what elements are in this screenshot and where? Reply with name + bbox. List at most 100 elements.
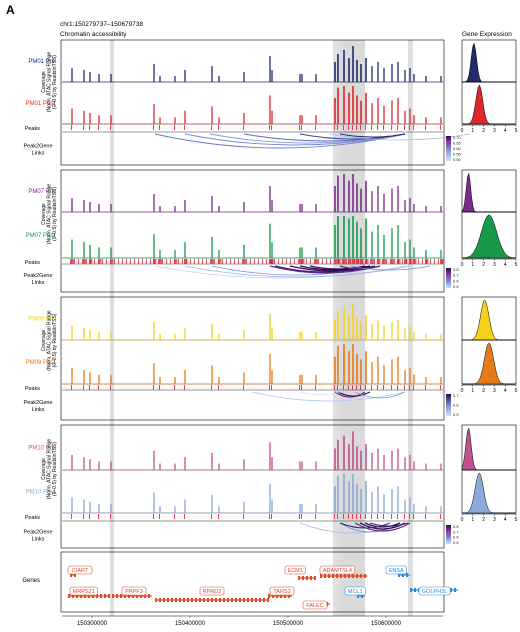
peak-mark [336,259,338,264]
sample-pm01-arc [329,133,471,141]
sample-pm07-pre-peak [360,188,362,212]
peak-mark [158,259,159,264]
peak-mark [186,259,188,264]
sample-pm09-post-peak [404,370,406,384]
sample-pm09-post-peak [365,351,367,384]
gene-label: ADAMTSL4 [323,568,352,574]
peak-mark [334,514,335,519]
sample-pm10-post-peak [243,501,245,513]
sample-pm10-pre-peak [184,457,186,470]
peak-mark [71,125,72,130]
sample-pm10-pre-peak [301,461,303,470]
sample-pm01-post-peak [174,117,176,124]
sample-pm07-post-peak [174,250,176,258]
sample-pm10-pre-peak [83,457,85,470]
peak-mark [402,259,403,264]
peak-mark [271,514,272,519]
gene-exon [191,598,193,602]
sample-pm09-post-peak [269,353,271,384]
scale-tick-label: 0.50 [453,157,462,162]
expression-panels: 0 1 2 3 4 5 0 1 2 3 4 5 0 1 2 3 4 5 0 1 2 3 4 5 [461,39,518,523]
peak-mark [339,259,341,264]
peak-mark [160,259,162,264]
sample-pm10-pre-peak [348,444,350,470]
peak-mark [146,259,147,264]
sample-pm01-post-peak [301,115,303,124]
gene-exon [215,598,217,602]
sample-pm01-pre-peak [174,76,176,82]
sample-pm07-pre-peak [174,206,176,212]
sample-pm01-post-peak [348,92,350,124]
sample-pm10-arc [339,522,391,529]
sample-pm01-post-peak [371,103,373,124]
sample-pm09-pre-peak [269,313,271,340]
gene-exon [364,574,366,578]
peak-mark [409,385,410,390]
sample-pm01-pre-peak [98,74,100,82]
gene-exon [239,598,241,602]
sample-pm10-pre-peak [315,461,317,470]
peak-mark [118,259,119,264]
sample-pm10-post-peak [98,503,100,513]
sample-pm07-pre-peak [348,180,350,212]
peak-mark [315,125,316,130]
sample-pm07-expr-pre-density [461,172,516,213]
peak-mark [425,514,426,519]
peak-mark [243,385,244,390]
sample-pm01-post-peak [334,98,336,124]
sample-pm10-pre-peak [383,454,385,470]
sample-pm10-pre-peak [159,463,161,470]
sample-pm01-post-peak [71,108,73,124]
sample-pm07-post-peak [211,236,213,258]
expression-tick-label: 0 [461,517,464,523]
scale-tick-label: 0.70 [453,135,462,140]
peak-mark [411,259,413,264]
sample-pm07-post-peak [159,250,161,258]
coverage-axis-label: (0–0.5) by ReadsInTSS) [52,313,58,367]
sample-pm07-pre-peak [440,206,442,212]
peak-mark [212,259,214,264]
peak-mark [153,125,154,130]
peak-mark [186,259,187,264]
coverage-axis-label: (0–0.5) by ReadsInTSS) [52,187,58,241]
sample-pm01-pre-peak [299,74,301,82]
peak-mark [174,259,175,264]
sample-pm01-arc [339,133,406,138]
sample-pm07-pre-peak [352,174,354,212]
sample-pm10-pre-peak [98,461,100,470]
gene-exon [332,574,334,578]
sample-pm01-pre-label: PM01 Pre [28,59,55,65]
peak-mark [71,259,72,264]
sample-pm10-pre-peak [174,463,176,470]
sample-pm01-pre-peak [337,54,339,82]
gene-exon [199,598,201,602]
peak-mark [377,514,378,519]
gene-exon [88,594,90,598]
sample-pm01-post-peak [356,95,358,124]
gene-label: MRPS21 [73,589,95,595]
peak-mark [299,259,300,264]
scale-tick-label: 0.8 [453,524,459,529]
gene-exon [112,594,114,598]
peak-mark [270,259,271,264]
sample-pm09-post-peak [409,367,411,384]
sample-pm01-post-peak [83,110,85,124]
peak-mark [301,514,302,519]
sample-pm01-pre-peak [218,76,220,82]
sample-pm09-pre-peak [397,319,399,340]
peak-mark [404,385,405,390]
peak-mark [246,259,247,264]
sample-pm01-pre-peak [383,68,385,82]
peak-mark [425,385,426,390]
sample-pm01-post-peak [299,115,301,124]
sample-pm10-arc [369,522,409,527]
sample-pm10-pre-peak [404,457,406,470]
sample-pm07-arc [184,265,411,278]
gene-exon [163,598,165,602]
peak-mark [406,259,407,264]
sample-pm09-post-peak [391,359,393,384]
peak-mark [110,514,111,519]
gene-exon [124,594,126,598]
sample-pm07-post-peak [299,247,301,258]
sample-pm10-pre-peak [377,448,379,470]
